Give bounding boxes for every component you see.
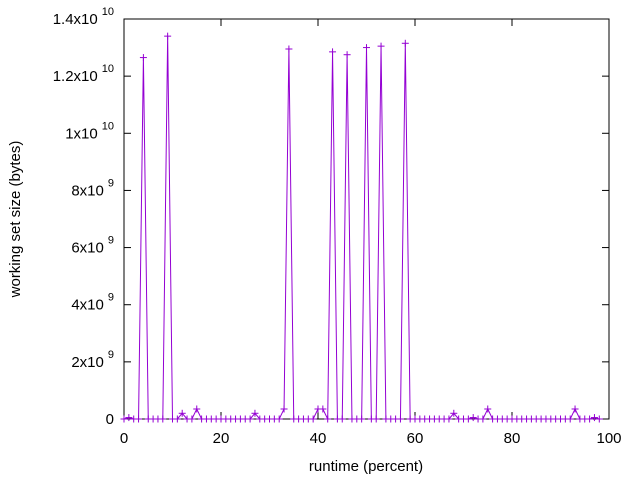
data-point-marker	[338, 415, 346, 423]
x-axis-ticks: 0 20 40 60 80 100	[120, 19, 622, 447]
data-point-marker	[309, 415, 317, 423]
y-tick-mantissa: 1.2x10	[53, 68, 98, 85]
data-point-marker	[363, 44, 370, 52]
data-point-marker	[469, 414, 477, 422]
y-tick-label: 1.2x10 10	[53, 63, 114, 85]
y-tick-mantissa: 2x10	[71, 354, 104, 371]
y-tick-exponent: 9	[108, 292, 114, 304]
y-tick-mantissa: 1x10	[65, 125, 98, 142]
y-tick-exponent: 9	[108, 177, 114, 189]
y-tick-label: 1x10 10	[65, 120, 114, 142]
y-tick-exponent: 10	[102, 63, 114, 75]
data-point-marker	[139, 54, 147, 62]
data-point-marker	[188, 415, 196, 423]
y-tick-label: 2x10 9	[71, 349, 114, 371]
data-point-marker	[484, 405, 492, 413]
data-point-marker	[285, 45, 293, 53]
series-line	[123, 36, 600, 420]
data-point-marker	[372, 415, 380, 423]
data-point-marker	[324, 415, 332, 423]
data-point-marker	[120, 415, 128, 423]
y-axis-label: working set size (bytes)	[7, 141, 24, 299]
data-point-marker	[358, 415, 366, 423]
data-point-marker	[275, 415, 283, 423]
x-axis-label: runtime (percent)	[309, 458, 423, 475]
x-tick-label: 80	[504, 430, 521, 447]
data-point-marker	[193, 405, 201, 413]
y-tick-label: 6x10 9	[71, 235, 114, 257]
data-point-marker	[571, 405, 579, 413]
data-point-marker	[479, 415, 487, 423]
data-point-marker	[377, 42, 385, 50]
data-point-marker	[343, 51, 351, 59]
data-point-marker	[280, 405, 288, 413]
y-tick-label: 8x10 9	[71, 177, 114, 199]
data-point-marker	[319, 405, 327, 413]
data-point-marker	[595, 415, 603, 423]
x-tick-label: 40	[310, 430, 327, 447]
data-point-marker	[401, 39, 409, 47]
data-point-marker	[159, 415, 167, 423]
data-point-marker	[173, 415, 181, 423]
x-tick-label: 20	[213, 430, 230, 447]
y-tick-mantissa: 6x10	[71, 240, 104, 257]
y-tick-mantissa: 1.4x10	[53, 11, 98, 28]
data-point-marker	[135, 415, 143, 423]
data-point-marker	[251, 409, 259, 417]
data-point-marker	[450, 409, 458, 417]
data-point-marker	[246, 415, 254, 423]
series-layer	[120, 32, 603, 423]
y-tick-label: 4x10 9	[71, 292, 114, 314]
x-tick-label: 60	[407, 430, 424, 447]
y-tick-mantissa: 4x10	[71, 297, 104, 314]
data-point-marker	[125, 414, 133, 422]
data-point-marker	[590, 414, 598, 422]
data-point-marker	[445, 415, 453, 423]
data-point-marker	[566, 415, 574, 423]
data-point-marker	[586, 415, 594, 423]
y-tick-exponent: 9	[108, 349, 114, 361]
data-point-marker	[164, 32, 172, 40]
x-tick-label: 100	[596, 430, 621, 447]
y-tick-exponent: 9	[108, 235, 114, 247]
data-point-marker	[464, 415, 472, 423]
data-point-marker	[178, 409, 186, 417]
y-tick-mantissa: 0	[106, 411, 114, 428]
y-tick-exponent: 10	[102, 6, 114, 18]
data-point-marker	[329, 48, 337, 56]
y-tick-exponent: 10	[102, 120, 114, 132]
y-tick-label: 1.4x10 10	[53, 6, 114, 28]
data-point-marker	[396, 415, 404, 423]
x-tick-label: 0	[120, 430, 128, 447]
y-tick-mantissa: 8x10	[71, 182, 104, 199]
y-tick-label: 0	[106, 411, 114, 428]
plot-frame	[123, 18, 610, 420]
